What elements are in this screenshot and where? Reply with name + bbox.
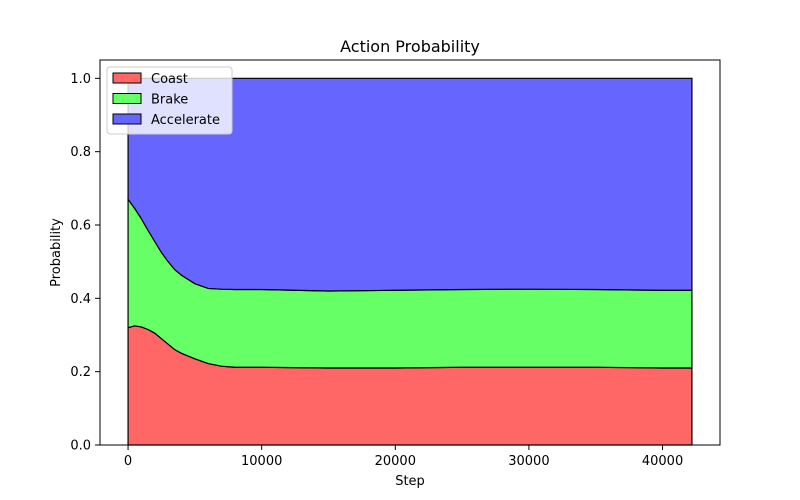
y-tick-label: 0.2 — [70, 365, 91, 380]
plot-frame — [99, 59, 721, 446]
chart-title: Action Probability — [340, 37, 480, 56]
y-tick-label: 0.4 — [70, 292, 91, 307]
legend-swatch-accelerate — [112, 113, 142, 125]
legend-swatch-coast — [112, 72, 142, 84]
y-tick-label: 1.0 — [70, 72, 91, 87]
x-tick-label: 40000 — [642, 454, 683, 469]
legend-label-brake: Brake — [151, 93, 188, 108]
x-tick-label: 20000 — [375, 454, 416, 469]
y-axis-ticks: 0.0 0.2 0.4 0.6 0.8 1.0 — [70, 72, 100, 454]
legend-label-coast: Coast — [151, 72, 188, 87]
legend-swatch-brake — [112, 93, 142, 104]
y-tick-label: 0.8 — [70, 145, 91, 160]
x-tick-label: 0 — [124, 454, 132, 469]
y-tick-label: 0.0 — [70, 439, 91, 454]
stacked-areas — [127, 77, 693, 446]
x-axis-ticks: 0 10000 20000 30000 40000 — [124, 445, 683, 469]
x-tick-label: 10000 — [241, 454, 282, 469]
y-axis-label: Probability — [49, 218, 64, 287]
legend: Coast Brake Accelerate — [106, 66, 233, 135]
x-axis-label: Step — [395, 474, 425, 489]
legend-label-accelerate: Accelerate — [151, 113, 220, 128]
y-tick-label: 0.6 — [70, 219, 91, 234]
x-tick-label: 30000 — [508, 454, 549, 469]
